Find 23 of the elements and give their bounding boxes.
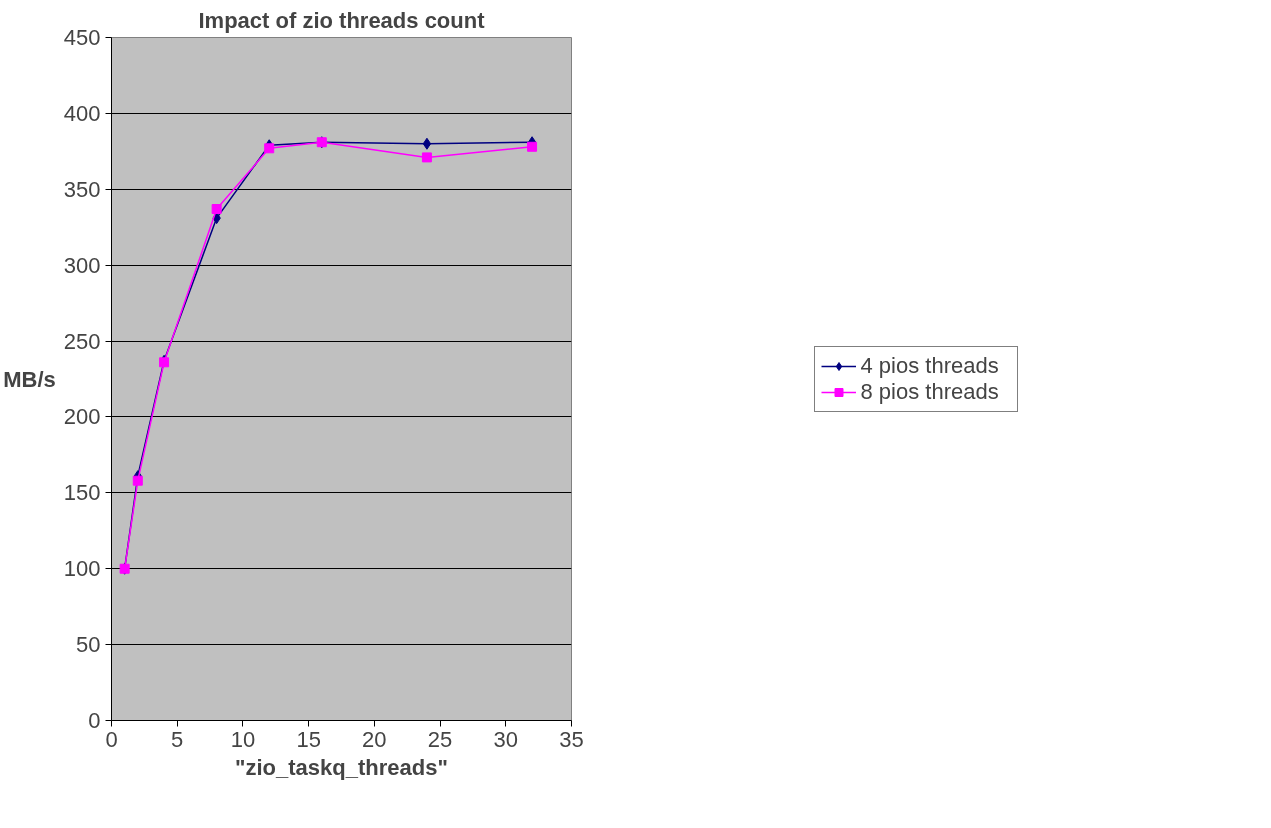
x-tick-label: 35	[559, 726, 584, 752]
y-tick-label: 250	[63, 328, 101, 354]
y-tick-label: 100	[63, 556, 101, 582]
x-tick-label: 0	[105, 726, 118, 752]
chart-title: Impact of zio threads count	[198, 7, 486, 33]
y-tick-label: 200	[63, 404, 101, 430]
x-tick-label: 30	[493, 726, 519, 752]
legend-label: 8 pios threads	[860, 378, 1000, 405]
y-tick-label: 150	[63, 480, 101, 506]
y-tick-label: 300	[63, 252, 101, 278]
x-tick-label: 10	[230, 726, 256, 752]
legend-label: 4 pios threads	[860, 352, 1000, 379]
x-tick-label: 25	[427, 726, 453, 752]
x-tick-label: 5	[171, 726, 184, 752]
y-tick-label: 0	[88, 708, 101, 733]
x-axis-title: "zio_taskq_threads"	[235, 754, 448, 780]
y-tick-label: 400	[63, 100, 101, 126]
x-tick-label: 20	[362, 726, 387, 752]
y-tick-label: 450	[63, 25, 101, 50]
x-tick-label: 15	[296, 726, 321, 752]
y-tick-label: 350	[63, 176, 101, 202]
y-tick-label: 50	[76, 632, 101, 658]
y-axis-title: MB/s	[3, 366, 56, 392]
